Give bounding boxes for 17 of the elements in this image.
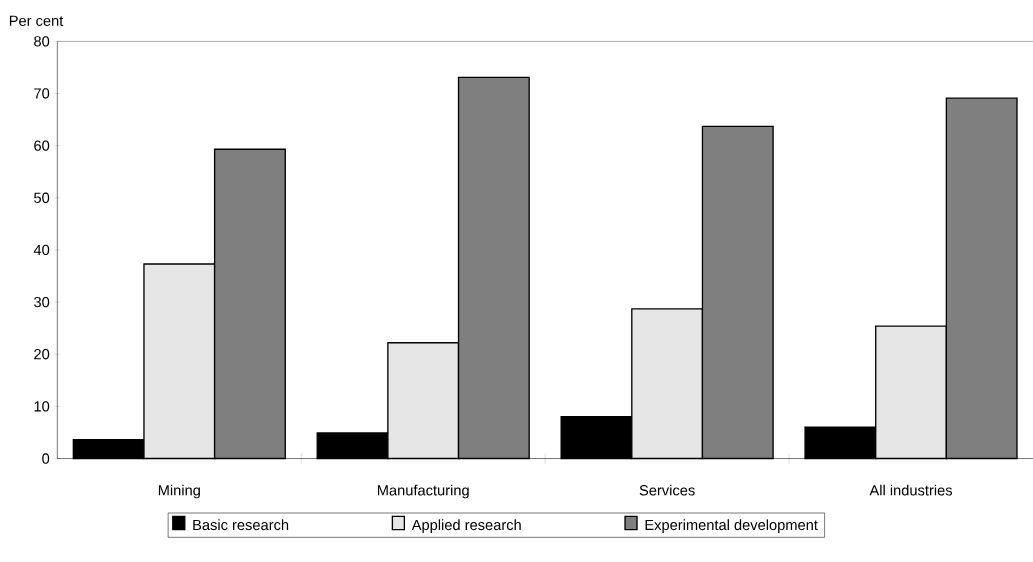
x-tick-label: All industries — [869, 484, 953, 496]
legend-label: Basic research — [193, 519, 289, 530]
y-tick-label: 10 — [34, 400, 50, 412]
y-tick-label: 30 — [34, 296, 50, 308]
y-tick-label: 0 — [42, 453, 50, 464]
legend-label: Experimental development — [645, 519, 818, 533]
legend-label: Applied research — [411, 519, 521, 533]
x-tick-label: Mining — [158, 484, 200, 499]
y-axis-title: Per cent — [9, 15, 64, 26]
y-tick-label: 20 — [34, 348, 50, 360]
y-tick-label: 80 — [34, 35, 50, 47]
y-tick-label: 40 — [33, 244, 50, 255]
y-tick-label: 50 — [34, 192, 50, 203]
x-tick-label: Services — [639, 484, 695, 496]
y-tick-label: 70 — [34, 88, 50, 99]
y-tick-label: 60 — [34, 140, 50, 151]
x-tick-label: Manufacturing — [377, 484, 469, 499]
